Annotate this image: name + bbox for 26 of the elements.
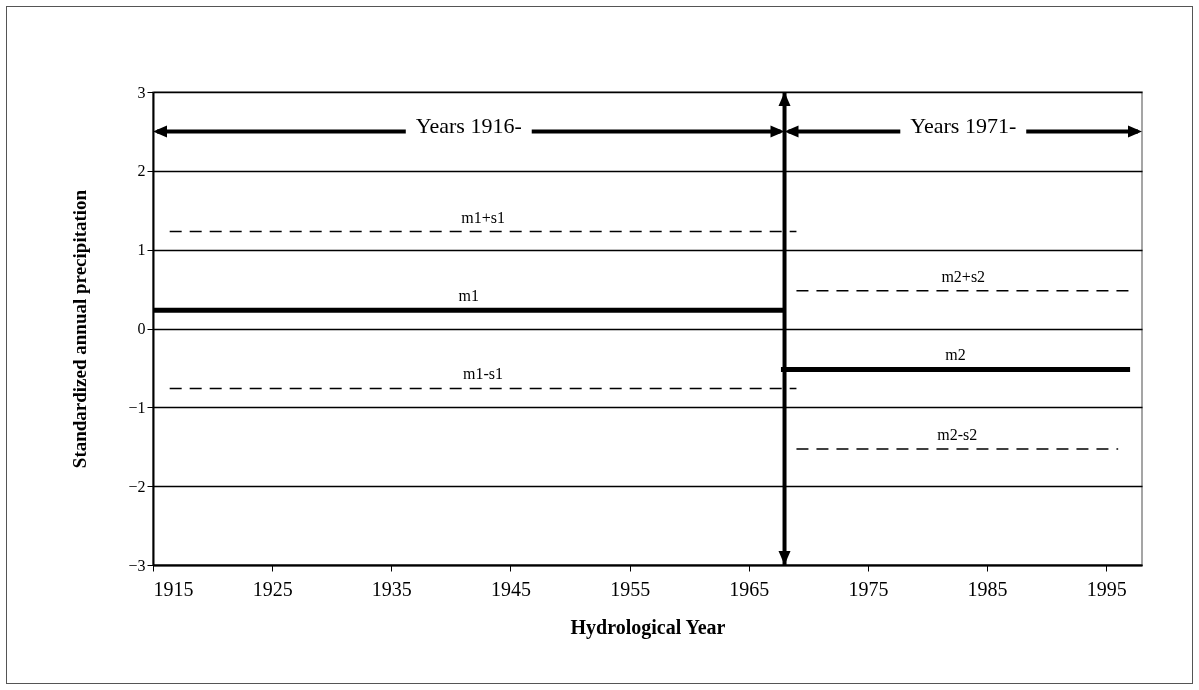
x-tick-label: 1925 — [252, 577, 293, 600]
y-axis-title: Standardized annual precipitation — [69, 189, 91, 469]
series-label: m2+s2 — [941, 267, 986, 285]
x-tick-label: 1995 — [1086, 577, 1127, 600]
series-label: m1 — [458, 287, 479, 305]
annotation: Years 1916- — [415, 113, 522, 139]
y-tick-label: 0 — [137, 320, 146, 337]
y-tick-label: −3 — [128, 556, 146, 574]
series-label: m1+s1 — [461, 208, 505, 226]
x-tick-label: 1985 — [967, 577, 1008, 600]
x-tick-label: 1935 — [371, 577, 412, 600]
y-tick-label: 2 — [137, 162, 146, 180]
x-tick-label: 1945 — [490, 577, 531, 600]
series-label: m1-s1 — [463, 365, 504, 383]
y-tick-label: −1 — [128, 398, 146, 416]
x-tick-label: 1975 — [848, 577, 889, 600]
x-axis-title: Hydrological Year — [570, 615, 726, 639]
y-tick-label: 1 — [137, 241, 146, 259]
x-tick-label: 1915 — [153, 577, 194, 600]
annotation: Years 1971- — [910, 113, 1017, 139]
x-tick-label: 1955 — [610, 577, 651, 600]
series-label: m2 — [945, 346, 966, 364]
x-tick-label: 1965 — [729, 577, 770, 600]
y-tick-label: −2 — [128, 477, 146, 495]
series-label: m2-s2 — [937, 426, 978, 444]
y-tick-label: 3 — [137, 83, 146, 101]
